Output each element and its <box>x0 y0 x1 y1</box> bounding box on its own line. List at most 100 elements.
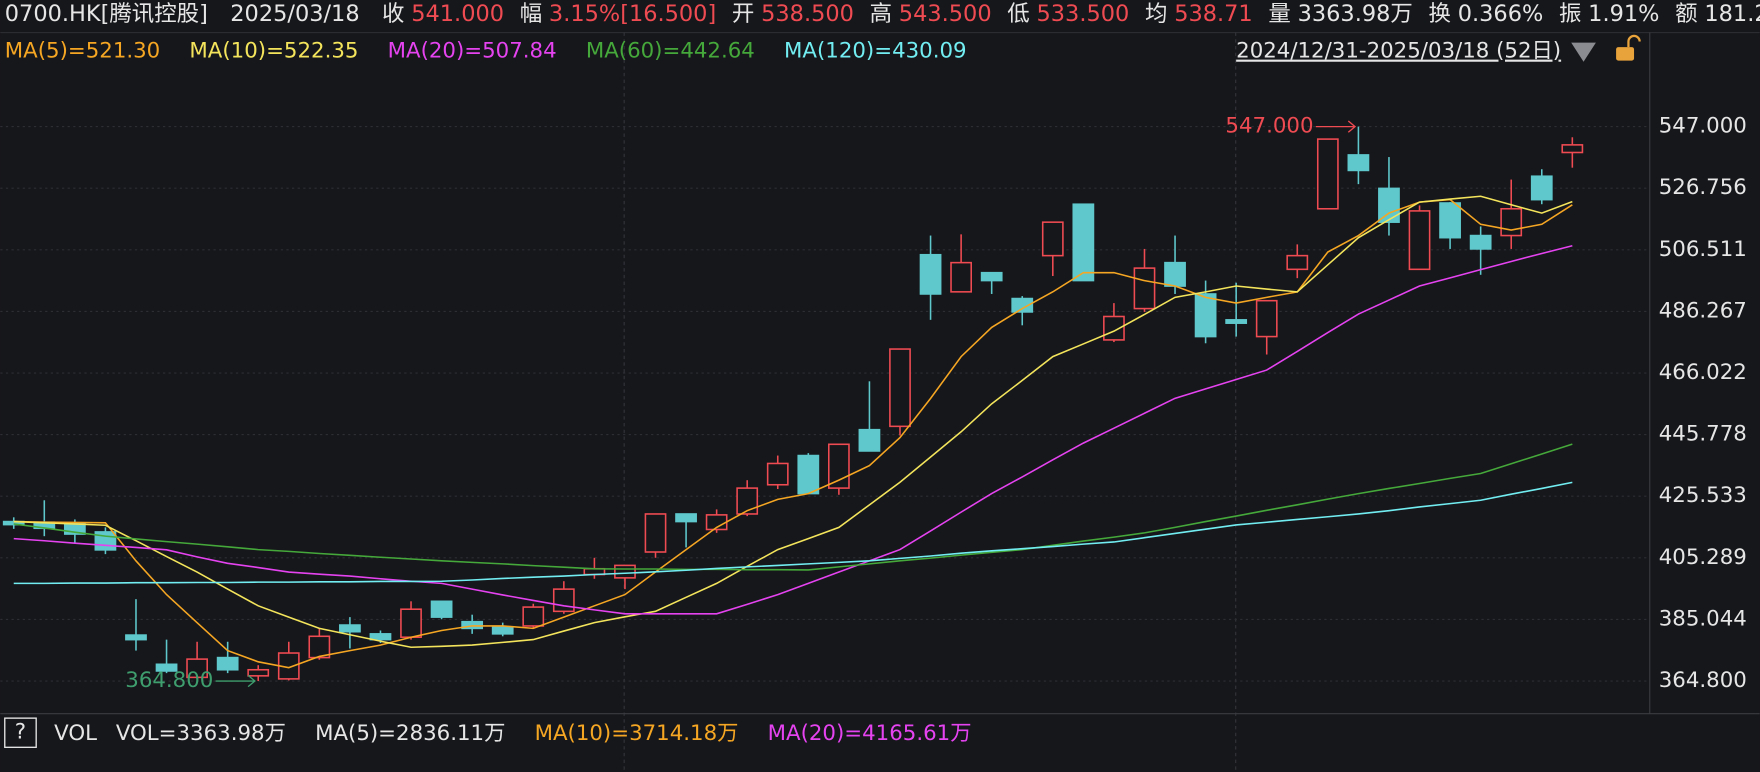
header-value: 538.500 <box>761 1 854 27</box>
candle-body <box>125 634 147 641</box>
candle-body <box>1561 144 1584 154</box>
ma-line <box>13 198 1573 669</box>
volume-legend-entry: MA(5)=2836.11万 <box>315 721 505 746</box>
candle-body <box>552 588 575 613</box>
range-dropdown[interactable] <box>1571 42 1596 62</box>
candle-body <box>1530 175 1553 201</box>
header-label: 低 <box>1007 1 1029 27</box>
header-label: 均 <box>1145 1 1167 27</box>
candle-body <box>1408 210 1431 271</box>
header-value: 3.15%[16.500] <box>549 1 716 27</box>
candle-body <box>950 261 973 293</box>
lock-icon[interactable] <box>1616 47 1635 61</box>
candle-body <box>797 454 820 495</box>
candle-body <box>1041 221 1064 257</box>
legend-entry: MA(60)=442.64 <box>586 39 755 64</box>
candle-body <box>155 663 178 672</box>
candle-body <box>339 624 361 633</box>
candle-body <box>247 668 270 677</box>
legend-entry: MA(5)=521.30 <box>5 39 160 64</box>
candle-body <box>186 658 208 679</box>
candle-body <box>1316 138 1339 210</box>
legend-entry: MA(20)=507.84 <box>388 39 557 64</box>
candle-body <box>827 443 850 489</box>
y-tick-label: 526.756 <box>1659 175 1747 200</box>
candle-body <box>491 626 514 635</box>
candle-body <box>614 564 636 579</box>
candle-body <box>1469 234 1492 250</box>
candle-body <box>1286 254 1309 271</box>
volume-title: VOL <box>54 721 97 746</box>
volume-legend-entry: VOL=3363.98万 <box>116 721 286 746</box>
candle-body <box>216 656 239 671</box>
annotation-arrow <box>215 674 256 688</box>
candle-body <box>308 635 331 659</box>
header-label: 换 <box>1429 1 1451 27</box>
y-tick-label: 364.800 <box>1659 668 1747 693</box>
annotation-label: 547.000 <box>1225 114 1313 139</box>
ma-line <box>13 443 1573 571</box>
candle-body <box>1347 154 1370 172</box>
y-tick-label: 405.289 <box>1659 545 1747 570</box>
header-value: 533.500 <box>1037 1 1130 27</box>
candle-body <box>400 608 422 638</box>
y-tick-label: 486.267 <box>1659 298 1747 323</box>
ma-line <box>13 195 1573 649</box>
annotation-label: 364.800 <box>125 668 213 693</box>
ma-line <box>13 244 1573 615</box>
candle-body <box>369 633 392 641</box>
header-value: 538.71 <box>1174 1 1253 27</box>
candle-body <box>919 253 942 295</box>
help-icon[interactable]: ? <box>15 720 26 745</box>
candle-body <box>430 600 453 618</box>
header-value: 1.91% <box>1588 1 1659 27</box>
header-value: 541.000 <box>411 1 504 27</box>
candle-body <box>1255 299 1278 338</box>
candle-body <box>1103 315 1125 341</box>
candle-body <box>889 348 911 428</box>
candle-body <box>980 271 1003 282</box>
header-label: 量 <box>1268 1 1290 27</box>
header-label: 收 <box>382 1 404 27</box>
candle-body <box>736 487 759 515</box>
lock-shackle <box>1627 34 1641 48</box>
y-tick-label: 466.022 <box>1659 360 1747 385</box>
y-tick-label: 425.533 <box>1659 483 1747 508</box>
header-label: 高 <box>870 1 892 27</box>
header-value: 543.500 <box>899 1 992 27</box>
volume-legend-entry: MA(10)=3714.18万 <box>535 721 739 746</box>
header-value: 0.366% <box>1458 1 1544 27</box>
candle-body <box>1164 261 1186 287</box>
candle-body <box>1011 297 1034 313</box>
candle-body <box>522 606 545 627</box>
candle-body <box>858 428 881 452</box>
header-label: 额 <box>1675 1 1697 27</box>
y-tick-label: 385.044 <box>1659 606 1747 631</box>
date-range[interactable]: 2024/12/31-2025/03/18 (52日) <box>1236 39 1561 64</box>
header-text: 2025/03/18 <box>230 1 359 27</box>
legend-entry: MA(10)=522.35 <box>189 39 358 64</box>
candle-body <box>675 513 697 523</box>
y-tick-label: 506.511 <box>1659 237 1747 262</box>
candle-body <box>1072 203 1095 282</box>
header-label: 幅 <box>520 1 542 27</box>
header-label: 振 <box>1559 1 1581 27</box>
candle-body <box>766 462 789 486</box>
ma-line <box>13 481 1573 585</box>
legend-entry: MA(120)=430.09 <box>784 39 967 64</box>
candle-body <box>1500 207 1523 237</box>
candle-body <box>1225 319 1248 324</box>
candle-body <box>644 513 667 553</box>
volume-legend-entry: MA(20)=4165.61万 <box>768 721 972 746</box>
y-tick-label: 547.000 <box>1659 114 1747 139</box>
candle-body <box>1133 267 1156 310</box>
candle-body <box>461 620 484 630</box>
header-value: 181.22亿 <box>1704 1 1760 27</box>
y-tick-label: 445.778 <box>1659 422 1747 447</box>
candle-body <box>1439 202 1461 239</box>
help-box[interactable] <box>4 717 37 748</box>
candle-body <box>1378 187 1400 223</box>
